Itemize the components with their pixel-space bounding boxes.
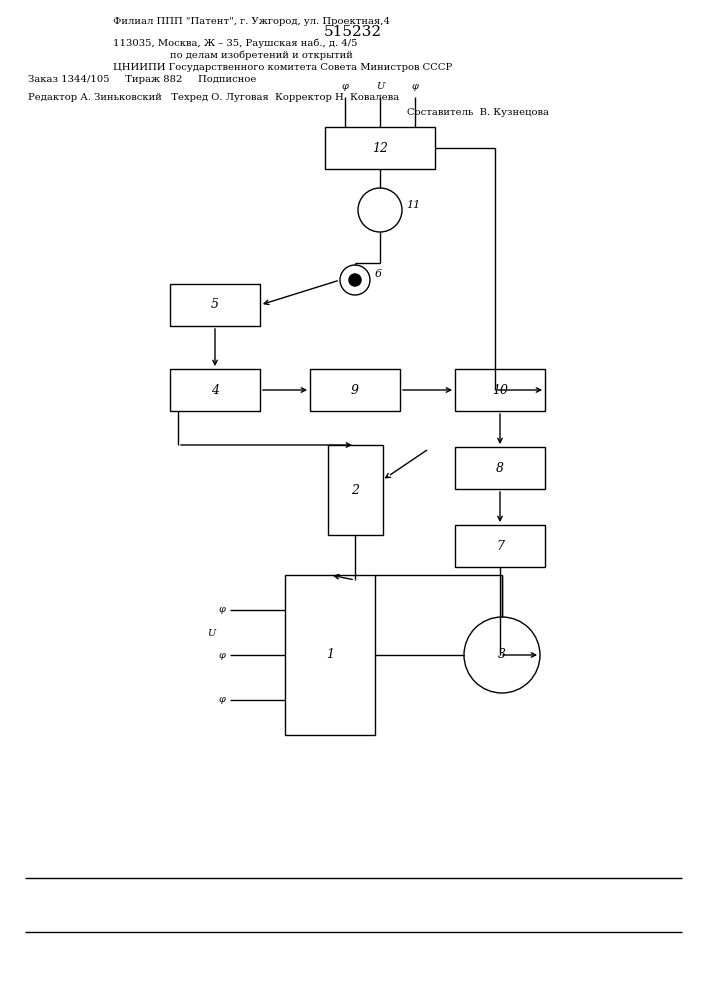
Bar xyxy=(170,284,260,326)
Text: 8: 8 xyxy=(496,462,504,475)
Text: Филиал ППП "Патент", г. Ужгород, ул. Проектная,4: Филиал ППП "Патент", г. Ужгород, ул. Про… xyxy=(113,17,390,26)
Text: 12: 12 xyxy=(372,141,388,154)
Text: φ: φ xyxy=(218,605,225,614)
Text: φ: φ xyxy=(411,82,419,91)
Text: ЦНИИПИ Государственного комитета Совета Министров СССР: ЦНИИПИ Государственного комитета Совета … xyxy=(113,62,452,72)
Circle shape xyxy=(349,273,362,287)
Text: 5: 5 xyxy=(211,298,219,312)
Text: 3: 3 xyxy=(498,648,506,662)
Bar xyxy=(170,369,260,411)
Text: по делам изобретений и открытий: по делам изобретений и открытий xyxy=(170,50,353,60)
Bar xyxy=(325,127,435,169)
Text: φ: φ xyxy=(341,82,349,91)
Text: φ: φ xyxy=(218,650,225,660)
Text: 515232: 515232 xyxy=(324,25,382,39)
Text: Составитель  В. Кузнецова: Составитель В. Кузнецова xyxy=(407,108,549,117)
Bar xyxy=(455,369,545,411)
Text: 4: 4 xyxy=(211,383,219,396)
Text: Редактор А. Зиньковский   Техред О. Луговая  Корректор Н. Ковалева: Редактор А. Зиньковский Техред О. Лугова… xyxy=(28,93,399,102)
Bar xyxy=(455,447,545,489)
Text: U: U xyxy=(206,629,215,638)
Text: 10: 10 xyxy=(492,383,508,396)
Text: 9: 9 xyxy=(351,383,359,396)
Text: φ: φ xyxy=(218,696,225,704)
Bar xyxy=(327,445,382,535)
Text: 7: 7 xyxy=(496,540,504,552)
Bar xyxy=(285,575,375,735)
Circle shape xyxy=(340,265,370,295)
Text: 11: 11 xyxy=(406,200,420,210)
Bar xyxy=(310,369,400,411)
Text: Заказ 1344/105     Тираж 882     Подписное: Заказ 1344/105 Тираж 882 Подписное xyxy=(28,75,257,84)
Text: 6: 6 xyxy=(375,269,382,279)
Text: 113035, Москва, Ж – 35, Раушская наб., д. 4/5: 113035, Москва, Ж – 35, Раушская наб., д… xyxy=(113,38,358,48)
Text: 2: 2 xyxy=(351,484,359,496)
Bar xyxy=(455,525,545,567)
Text: U: U xyxy=(376,82,384,91)
Text: 1: 1 xyxy=(326,648,334,662)
